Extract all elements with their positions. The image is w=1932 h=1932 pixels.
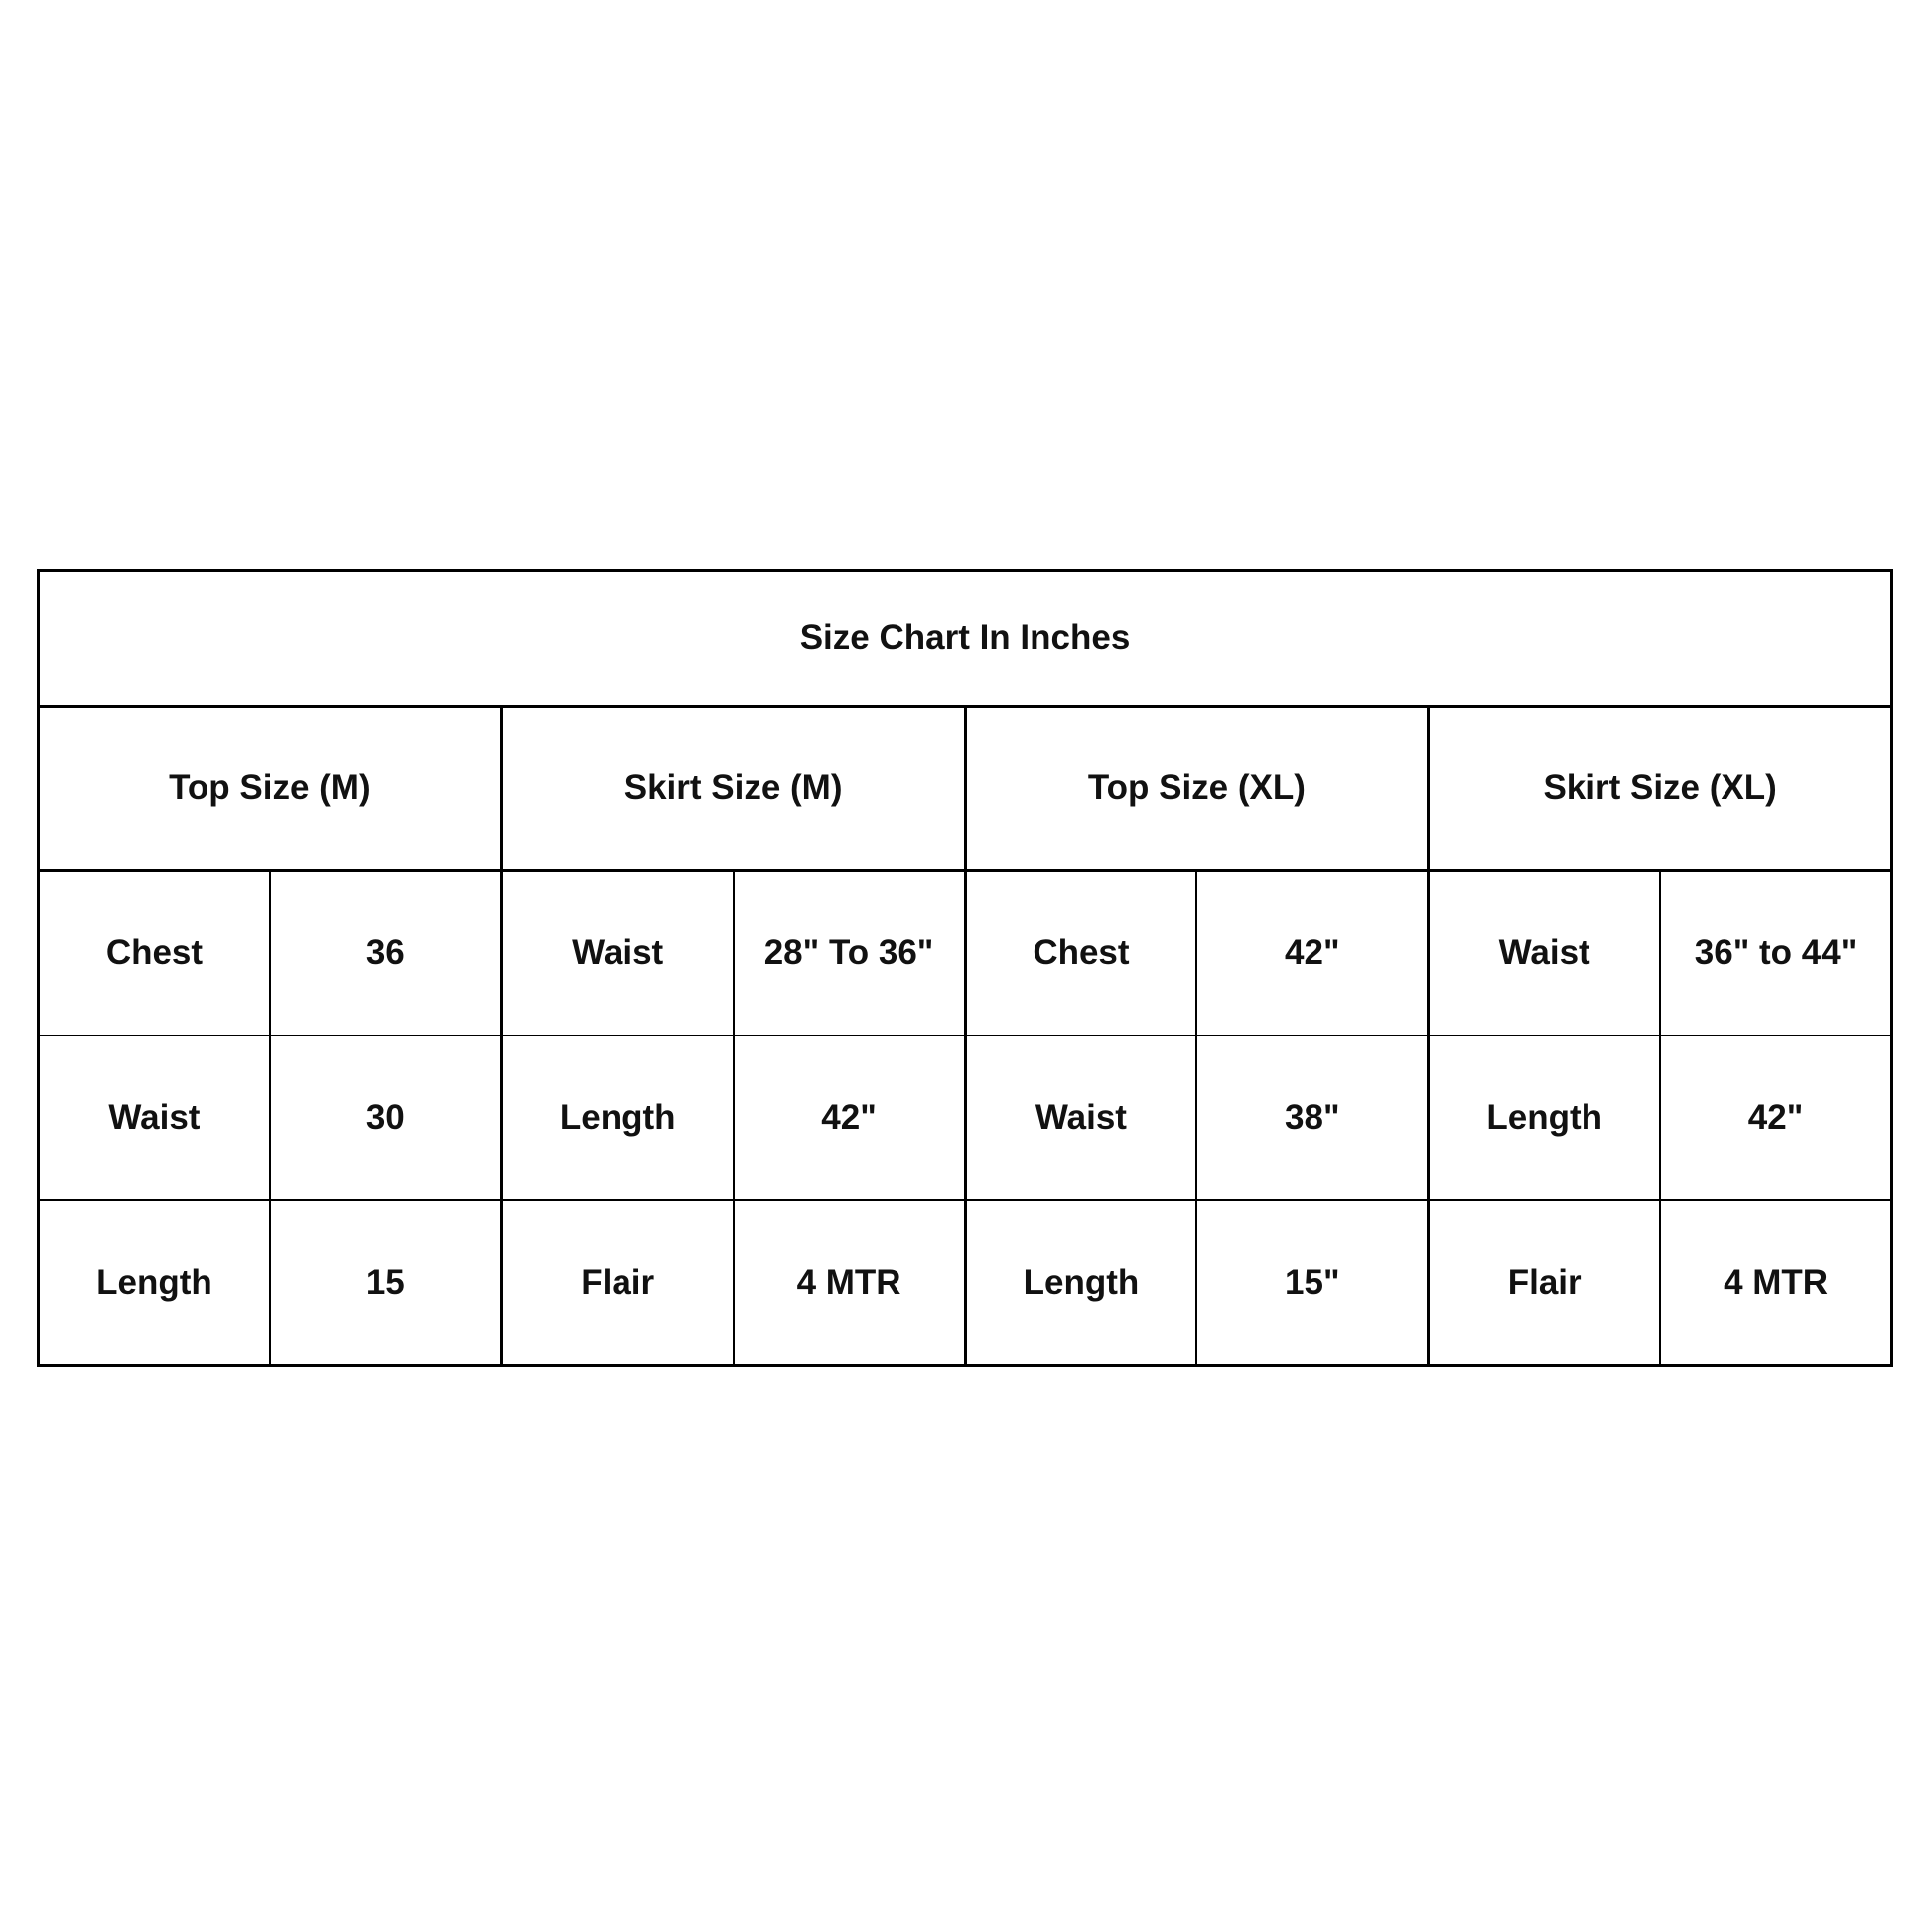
group-header: Top Size (M) (37, 705, 503, 872)
measurement-value: 42" (1659, 1035, 1893, 1201)
measurement-label: Waist (37, 1035, 271, 1201)
measurement-label: Length (1427, 1035, 1662, 1201)
measurement-label: Flair (500, 1199, 735, 1367)
measurement-value: 38" (1195, 1035, 1431, 1201)
group-header: Top Size (XL) (964, 705, 1431, 872)
group-header: Skirt Size (M) (500, 705, 967, 872)
table-title: Size Chart In Inches (37, 569, 1893, 708)
measurement-label: Length (500, 1035, 735, 1201)
group-header: Skirt Size (XL) (1427, 705, 1893, 872)
measurement-value: 4 MTR (1659, 1199, 1893, 1367)
measurement-value: 30 (268, 1035, 503, 1201)
measurement-label: Waist (963, 1035, 1198, 1201)
measurement-label: Chest (963, 869, 1198, 1036)
measurement-value: 4 MTR (732, 1199, 967, 1367)
measurement-label: Waist (1427, 869, 1662, 1036)
measurement-value: 36" to 44" (1659, 869, 1893, 1036)
measurement-value: 42" (732, 1035, 967, 1201)
measurement-label: Length (37, 1199, 271, 1367)
table-row: Waist 30 Length 42" Waist 38" Length 42" (37, 1035, 1893, 1201)
size-chart-table: Size Chart In Inches Top Size (M) Skirt S… (37, 569, 1893, 1367)
title-row: Size Chart In Inches (37, 569, 1893, 708)
measurement-label: Length (963, 1199, 1198, 1367)
measurement-value: 36 (268, 869, 503, 1036)
measurement-value: 28" To 36" (732, 869, 967, 1036)
measurement-label: Chest (37, 869, 271, 1036)
measurement-value: 15" (1195, 1199, 1431, 1367)
measurement-value: 42" (1195, 869, 1431, 1036)
measurement-label: Flair (1427, 1199, 1662, 1367)
group-header-row: Top Size (M) Skirt Size (M) Top Size (XL) S… (37, 705, 1893, 872)
measurement-value: 15 (268, 1199, 503, 1367)
table-row: Chest 36 Waist 28" To 36" Chest 42" Waist 36" t… (37, 869, 1893, 1036)
table-row: Length 15 Flair 4 MTR Length 15" Flair 4 MTR (37, 1199, 1893, 1367)
measurement-label: Waist (500, 869, 735, 1036)
